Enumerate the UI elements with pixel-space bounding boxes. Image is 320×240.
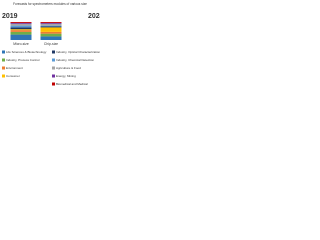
legend-swatch [52,82,55,86]
bar-segment [40,26,62,28]
panel-label: 2019 [2,13,18,20]
bar-segment [40,31,62,34]
panel-label: 2024 [88,13,100,20]
legend-label: Industry, Chemical Detection [56,58,94,62]
legend-swatch [2,50,5,54]
bar-segment [10,29,32,31]
bar-segment [40,22,62,23]
bar-segment [40,22,62,24]
legend-label: Agriculture & Food [56,66,81,70]
legend-label: Biomedical and Medical [56,82,88,86]
legend-swatch [52,74,55,78]
bar-segment [10,30,32,32]
legend-swatch [52,58,55,62]
legend-label: Industry, Process Control [6,58,40,62]
bar-segment [40,27,62,32]
bar-segment [40,23,62,26]
bar-segment [10,23,32,26]
bar-segment [10,27,32,30]
legend-swatch [52,66,55,70]
bar-segment [40,33,62,37]
chart: Forecasts for spectrometers modules of v… [2,2,100,86]
legend-label: Energy, Mining [56,74,76,78]
bar-segment [10,31,32,35]
legend-label: Consumer [6,74,20,78]
bar-segment [10,34,32,40]
legend-swatch [2,66,5,70]
bar-segment [10,25,32,28]
bar-segment [40,36,62,40]
legend-swatch [2,74,5,78]
bar-segment [40,25,62,27]
legend-label: Industry, Optical Characterization [56,50,100,54]
legend-label: Environment [6,66,23,70]
legend-label: Life Sciences & Biotechnology [6,50,47,54]
bar-segment [10,22,32,23]
x-tick-label: Chip-size [44,42,58,46]
bar-segment [10,22,32,24]
legend-swatch [52,50,55,54]
chart-title: Forecasts for spectrometers modules of v… [13,2,87,6]
legend-swatch [2,58,5,62]
x-tick-label: Micro-size [13,42,29,46]
